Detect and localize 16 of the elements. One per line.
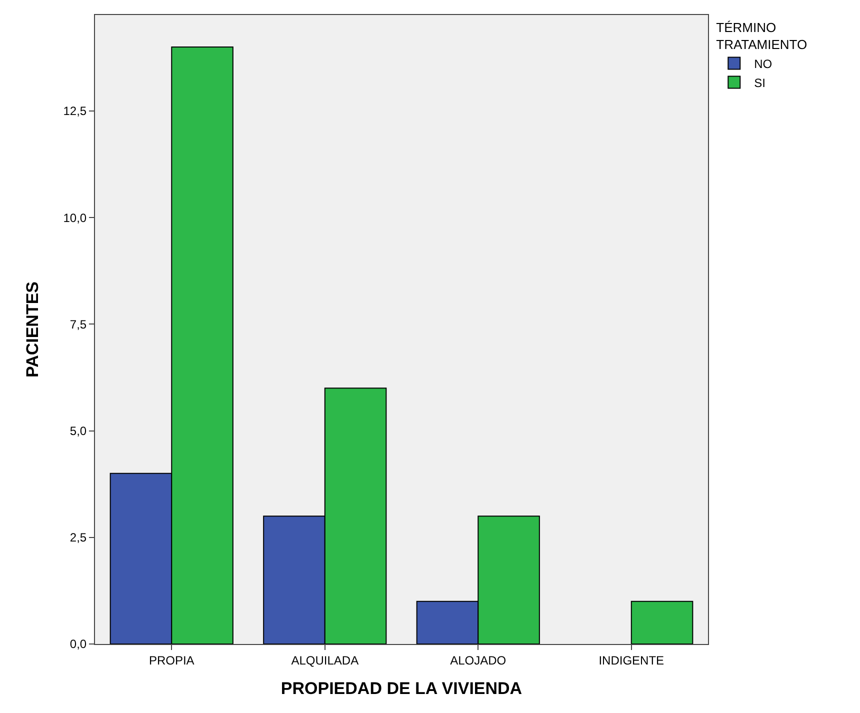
y-axis-title: PACIENTES — [22, 281, 42, 378]
y-tick-label: 10,0 — [63, 210, 87, 225]
y-tick-label: 12,5 — [63, 104, 87, 118]
x-tick-label: ALQUILADA — [291, 653, 359, 668]
y-tick-label: 5,0 — [70, 424, 87, 438]
y-tick-label: 0,0 — [70, 637, 87, 652]
x-tick-label: PROPIA — [148, 653, 194, 668]
x-axis-title: PROPIEDAD DE LA VIVIENDA — [280, 678, 522, 698]
x-tick-label: ALOJADO — [450, 653, 506, 668]
bar — [630, 600, 694, 644]
legend-title: TÉRMINO TRATAMIENTO — [716, 20, 808, 52]
y-tick-label: 2,5 — [70, 530, 87, 545]
x-tick-label: INDIGENTE — [598, 653, 664, 668]
y-tick-label: 7,5 — [70, 317, 87, 332]
legend-label: NO — [754, 56, 772, 71]
legend-label: SI — [754, 76, 766, 90]
